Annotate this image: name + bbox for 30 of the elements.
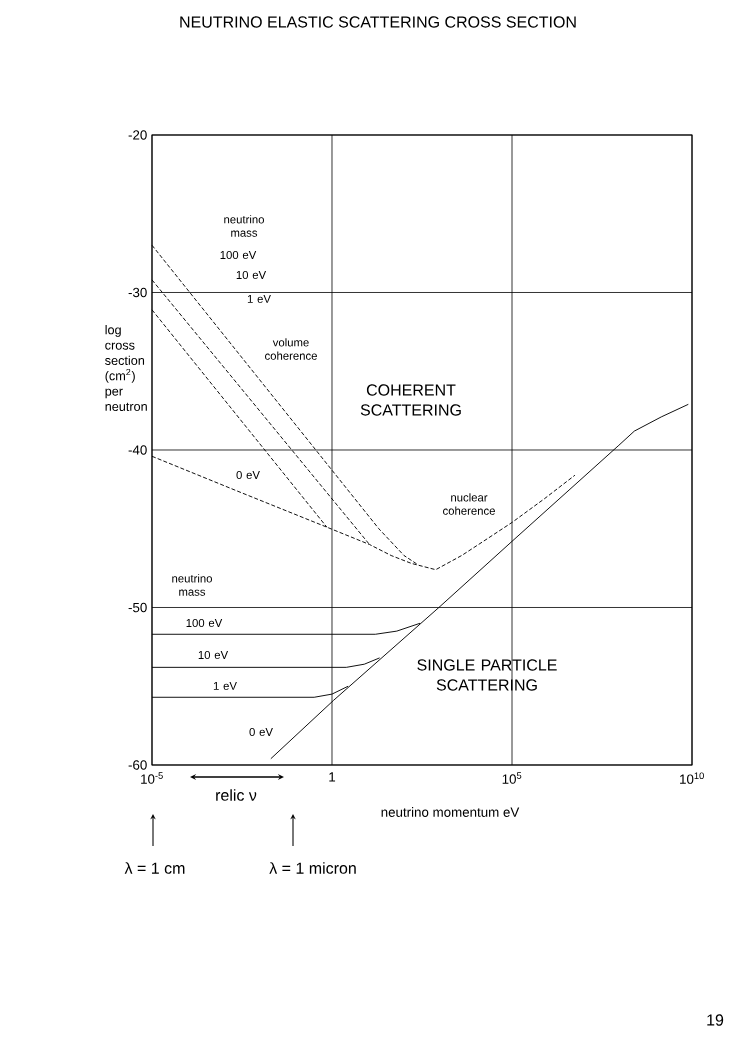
y-tick-label: -20: [128, 130, 147, 140]
y-tick-label: -40: [128, 445, 147, 455]
annotation: 10 eV: [198, 650, 229, 659]
y-tick-label: -60: [128, 760, 147, 770]
text: λ = 1 cm: [124, 862, 185, 874]
text: λ = 1 micron: [269, 862, 356, 874]
annotation: 1 eV: [247, 295, 271, 303]
annotation: 100 eV: [220, 250, 257, 259]
chart-title: NEUTRINO ELASTIC SCATTERING CROSS SECTION: [180, 16, 576, 28]
annotation: 0 eV: [236, 470, 260, 479]
y-tick-label: -50: [128, 602, 147, 613]
annotation: 100 eV: [186, 618, 223, 627]
text: 19: [707, 1014, 724, 1026]
y-axis-title: log cross section (cm$^{2}$) per neutron: [105, 325, 147, 411]
annotation: SINGLE PARTICLE SCATTERING: [417, 659, 557, 691]
x-tick-label: 10$^{5}$: [502, 772, 522, 784]
annotation: neutrino mass: [172, 574, 212, 596]
annotation: volume coherence: [265, 338, 317, 360]
annotation: 0 eV: [249, 727, 273, 736]
x-tick-label: 10$^{-5}$: [141, 772, 163, 784]
annotation: 10 eV: [236, 270, 267, 279]
x-tick-label: 1: [329, 772, 336, 782]
x-axis-title: neutrino momentum eV: [381, 807, 520, 817]
y-tick-label: -30: [128, 287, 147, 298]
annotation: nuclear coherence: [443, 493, 495, 515]
annotation: COHERENT SCATTERING: [360, 384, 461, 416]
annotation: 1 eV: [213, 682, 237, 690]
text: relic ν: [216, 789, 257, 801]
x-tick-label: 10$^{10}$: [680, 772, 704, 784]
annotation: neutrino mass: [224, 215, 265, 237]
